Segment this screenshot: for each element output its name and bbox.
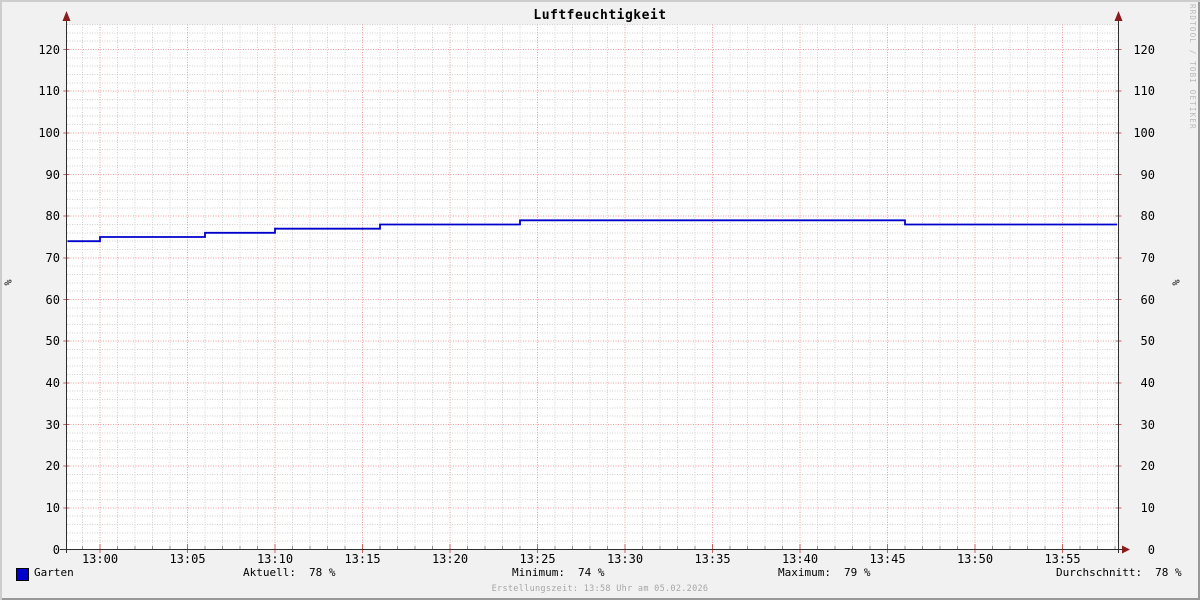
y-tick-label-left: 100 [38,125,60,140]
y-tick-label-left: 110 [38,84,60,99]
y-axis-unit-right: % [1171,279,1183,286]
y-tick-label-left: 60 [45,292,60,307]
y-axis-unit-left: % [3,279,15,286]
x-tick-label: 13:35 [694,552,731,566]
y-tick-label-left: 90 [45,167,60,182]
rrdtool-watermark: RRDTOOL / TOBI OETIKER [1188,4,1197,130]
y-tick-label-right: 20 [1140,459,1155,474]
y-tick-label-right: 120 [1133,42,1155,57]
stat-aktuell-label: Aktuell: [243,566,296,579]
stat-minimum-value: 74 % [577,566,605,579]
y-tick-label-left: 20 [45,459,60,474]
y-tick-label-right: 10 [1140,500,1155,515]
stat-durchschnitt: Durchschnitt: 78 % [1056,566,1182,579]
x-tick-label: 13:40 [781,552,819,566]
stat-maximum: Maximum: 79 % [778,566,870,579]
y-tick-label-right: 90 [1140,167,1155,182]
stat-minimum: Minimum: 74 % [512,566,604,579]
legend-swatch-garten [16,568,29,581]
creation-time: Erstellungszeit: 13:58 Uhr am 05.02.2026 [491,584,709,594]
y-tick-label-right: 70 [1140,250,1155,265]
y-tick-label-right: 50 [1140,334,1155,349]
y-tick-label-left: 40 [45,375,60,390]
x-tick-label: 13:10 [256,552,294,566]
stat-aktuell-value: 78 % [308,566,336,579]
x-tick-label: 13:00 [81,552,119,566]
x-tick-label: 13:55 [1044,552,1081,566]
x-tick-label: 13:25 [519,552,556,566]
y-tick-label-left: 30 [45,417,60,432]
y-tick-label-right: 110 [1133,84,1155,99]
stat-maximum-label: Maximum: [778,566,831,579]
x-tick-label: 13:50 [956,552,994,566]
y-tick-label-right: 40 [1140,375,1155,390]
y-tick-label-right: 0 [1147,542,1155,557]
stat-durchschnitt-label: Durchschnitt: [1056,566,1143,579]
y-tick-label-left: 50 [45,334,60,349]
y-tick-label-right: 60 [1140,292,1155,307]
y-tick-label-right: 30 [1140,417,1155,432]
y-tick-label-left: 120 [38,42,60,57]
stat-maximum-value: 79 % [843,566,871,579]
stat-aktuell: Aktuell: 78 % [243,566,335,579]
stat-durchschnitt-value: 78 % [1155,566,1182,579]
stat-minimum-label: Minimum: [512,566,565,579]
x-tick-label: 13:15 [344,552,381,566]
chart-title: Luftfeuchtigkeit [533,8,667,23]
y-tick-label-left: 10 [45,500,60,515]
x-tick-label: 13:05 [169,552,206,566]
x-tick-label: 13:20 [431,552,469,566]
y-tick-label-right: 100 [1133,125,1155,140]
y-tick-label-left: 0 [52,542,60,557]
legend-series-label: Garten [34,566,74,579]
y-tick-label-left: 70 [45,250,60,265]
y-tick-label-left: 80 [45,209,60,224]
y-tick-label-right: 80 [1140,209,1155,224]
x-tick-label: 13:45 [869,552,906,566]
x-tick-label: 13:30 [606,552,644,566]
